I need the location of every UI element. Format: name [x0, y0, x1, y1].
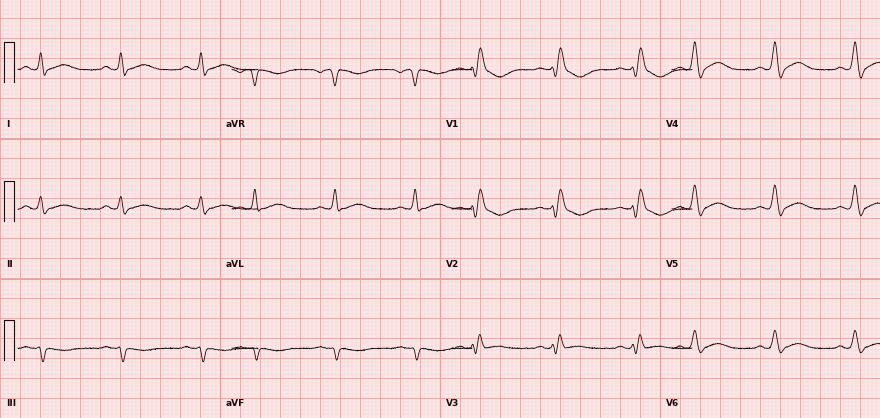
Text: aVL: aVL — [226, 260, 245, 269]
Text: V1: V1 — [446, 120, 459, 129]
Text: aVR: aVR — [226, 120, 246, 129]
Text: I: I — [6, 120, 10, 129]
Text: V6: V6 — [666, 399, 679, 408]
Text: V4: V4 — [666, 120, 679, 129]
Text: V5: V5 — [666, 260, 679, 269]
Text: II: II — [6, 260, 12, 269]
Text: V2: V2 — [446, 260, 459, 269]
Text: aVF: aVF — [226, 399, 246, 408]
Text: V3: V3 — [446, 399, 459, 408]
Text: III: III — [6, 399, 16, 408]
